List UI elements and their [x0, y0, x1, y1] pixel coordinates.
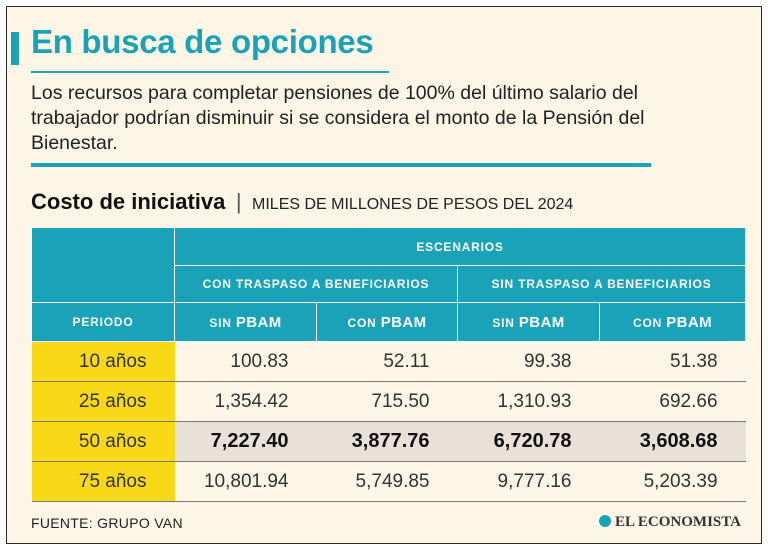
infographic-card: En busca de opciones Los recursos para c… [6, 6, 762, 544]
value-cell: 7,227.40 [174, 421, 317, 462]
section-header: Costo de iniciativa | MILES DE MILLONES … [31, 189, 573, 215]
period-cell: 75 años [31, 461, 175, 502]
column-header-label: PBAM [235, 313, 282, 331]
column-header: CON PBAM [316, 302, 458, 342]
value-cell: 10,801.94 [174, 461, 317, 502]
title-accent-bar [11, 32, 19, 65]
value-cell: 6,720.78 [457, 421, 600, 462]
column-header-label: PBAM [666, 313, 713, 331]
table-row: 10 años 100.83 52.11 99.38 51.38 [31, 341, 746, 382]
scenarios-header: ESCENARIOS [173, 227, 747, 266]
table-row: 75 años 10,801.94 5,749.85 9,777.16 5,20… [31, 461, 746, 502]
value-cell: 715.50 [316, 381, 458, 422]
section-title: Costo de iniciativa [31, 189, 226, 214]
column-header-prefix: CON [347, 315, 377, 330]
globe-icon [599, 515, 611, 527]
column-header: SIN PBAM [457, 302, 600, 342]
title-underline [31, 71, 389, 73]
page-title: En busca de opciones [31, 23, 374, 60]
period-cell: 10 años [31, 341, 175, 382]
column-header: SIN PBAM [174, 302, 317, 342]
subgroup-header-sin-traspaso: SIN TRASPASO A BENEFICIARIOS [456, 265, 747, 303]
value-cell: 1,310.93 [457, 381, 600, 422]
subgroup-header-con-traspaso: CON TRASPASO A BENEFICIARIOS [174, 265, 458, 303]
table-row-highlighted: 50 años 7,227.40 3,877.76 6,720.78 3,608… [31, 421, 746, 462]
value-cell: 100.83 [174, 341, 317, 382]
column-header-prefix: CON [633, 315, 663, 330]
column-header-label: PBAM [380, 313, 427, 331]
value-cell: 99.38 [457, 341, 600, 382]
column-header-prefix: SIN [492, 315, 515, 330]
period-header: PERIODO [31, 302, 175, 342]
section-separator: | [235, 189, 242, 214]
column-header-prefix: SIN [209, 315, 232, 330]
value-cell: 3,608.68 [599, 421, 746, 462]
subtitle-text: Los recursos para completar pensiones de… [31, 82, 645, 154]
cost-table: ESCENARIOS CON TRASPASO A BENEFICIARIOS … [31, 227, 747, 502]
brand-name: EL ECONOMISTA [615, 514, 741, 530]
period-cell: 50 años [31, 421, 175, 462]
value-cell: 5,749.85 [316, 461, 458, 502]
period-header-spacer [31, 227, 175, 303]
table-row: 25 años 1,354.42 715.50 1,310.93 692.66 [31, 381, 746, 422]
value-cell: 52.11 [316, 341, 458, 382]
column-header-label: PBAM [518, 313, 565, 331]
value-cell: 692.66 [599, 381, 746, 422]
value-cell: 1,354.42 [174, 381, 317, 422]
value-cell: 9,777.16 [457, 461, 600, 502]
value-cell: 51.38 [599, 341, 746, 382]
period-cell: 25 años [31, 381, 175, 422]
subtitle-divider [31, 163, 651, 167]
column-header: CON PBAM [598, 302, 747, 342]
section-units: MILES DE MILLONES DE PESOS DEL 2024 [252, 196, 574, 213]
source-note: FUENTE: GRUPO VAN [31, 515, 183, 531]
brand-logo: EL ECONOMISTA [599, 514, 741, 531]
value-cell: 5,203.39 [599, 461, 746, 502]
value-cell: 3,877.76 [316, 421, 458, 462]
